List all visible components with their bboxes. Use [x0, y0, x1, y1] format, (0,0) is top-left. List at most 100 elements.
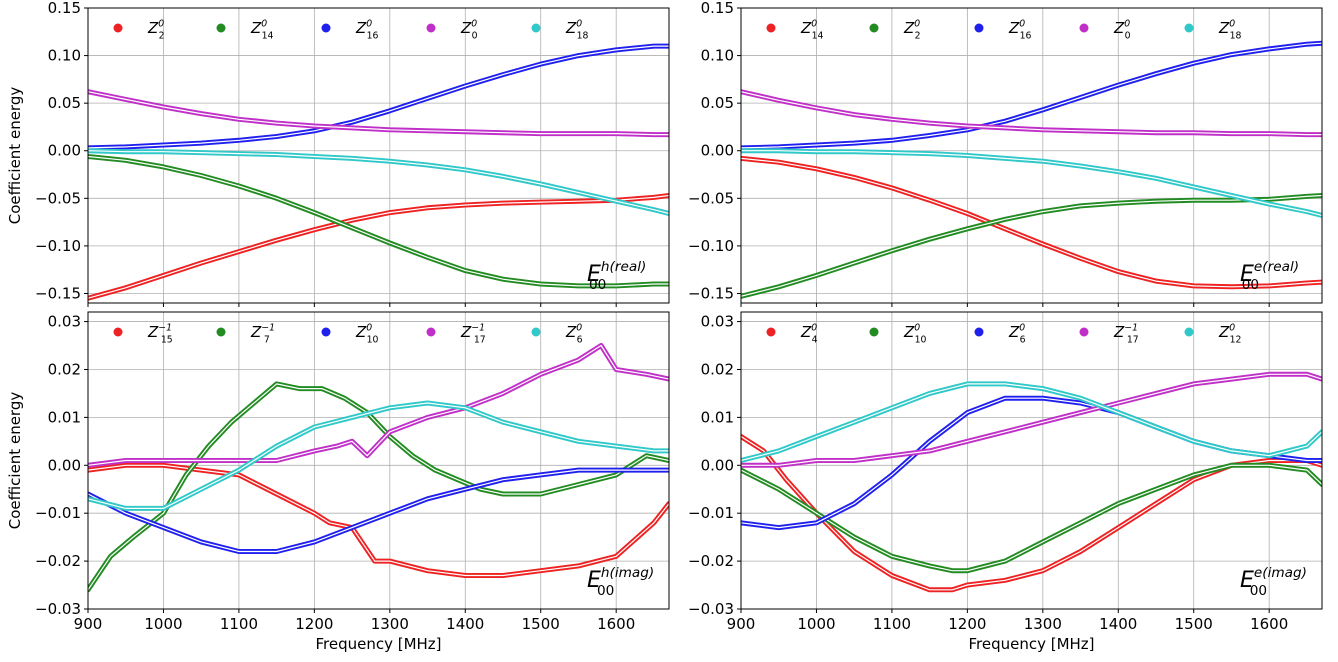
- y-tick-label: −0.10: [688, 237, 734, 255]
- y-tick-label: 0.01: [701, 408, 734, 426]
- series-line-center: [88, 344, 669, 466]
- plot-area: [88, 8, 669, 303]
- panel-himag: 900 1000 1100 1200 1300 1400 1500 1600 −0.03 −0.0…: [6, 311, 670, 653]
- legend-label: Z0 14: [250, 18, 274, 41]
- legend-marker: [321, 23, 331, 33]
- series-line-center: [741, 464, 1322, 572]
- legend-label: Z0 2: [147, 18, 165, 41]
- legend-label: Z0 12: [1218, 322, 1241, 345]
- legend-label: Z0 16: [1008, 18, 1032, 41]
- legend-marker: [216, 327, 226, 337]
- legend-label: Z0 6: [565, 322, 583, 345]
- y-tick-label: 0.15: [701, 0, 734, 17]
- legend-label: Z−1 7: [250, 322, 275, 345]
- series-4: [88, 400, 669, 511]
- panel-corner-label: Eh(real) 00: [587, 259, 646, 293]
- x-tick-label: 1500: [1175, 615, 1213, 633]
- y-tick-label: 0.10: [48, 47, 81, 65]
- series-line-center: [88, 194, 669, 299]
- series-line-center: [88, 155, 669, 287]
- x-tick-label: 900: [74, 615, 103, 633]
- y-tick-label: 0.03: [48, 313, 81, 331]
- series-line-center: [88, 45, 669, 149]
- series-4: [741, 381, 1322, 463]
- legend-marker: [974, 23, 984, 33]
- series-2: [88, 467, 669, 554]
- series-line-center: [88, 150, 669, 215]
- x-tick-label: 1100: [873, 615, 911, 633]
- legend: Z0 4 Z0 10 Z0 6 Z−1 17 Z0 12: [766, 322, 1241, 346]
- series-3: [741, 89, 1322, 138]
- x-tick-label: 1300: [1024, 615, 1062, 633]
- legend-label: Z0 16: [355, 18, 379, 41]
- legend-marker: [869, 23, 879, 33]
- y-tick-label: −0.02: [688, 552, 734, 570]
- legend-marker: [1079, 327, 1089, 337]
- legend-marker: [531, 327, 541, 337]
- axes-frame: [740, 311, 1323, 610]
- legend-label: Z0 18: [1218, 18, 1242, 41]
- y-tick-label: 0.00: [701, 456, 734, 474]
- legend-label: Z0 2: [903, 18, 921, 41]
- y-tick-label: −0.15: [35, 284, 81, 302]
- y-tick-label: 0.15: [48, 0, 81, 17]
- legend-label: Z0 10: [355, 322, 379, 345]
- x-tick-label: 1200: [948, 615, 986, 633]
- legend-marker: [531, 23, 541, 33]
- legend: Z0 14 Z0 2 Z0 16 Z0 0 Z0 18: [766, 18, 1242, 42]
- y-tick-label: 0.03: [701, 313, 734, 331]
- legend-marker: [1184, 327, 1194, 337]
- y-tick-label: −0.03: [688, 600, 734, 618]
- x-tick-label: 1300: [371, 615, 409, 633]
- y-tick-label: 0.00: [48, 142, 81, 160]
- y-tick-label: −0.03: [35, 600, 81, 618]
- x-tick-label: 1500: [522, 615, 560, 633]
- series-0: [88, 193, 669, 301]
- panel-hreal: −0.15 −0.10 −0.05 0.00 0.05 0.10 0.15 Coefficie…: [6, 0, 670, 307]
- series-3: [88, 89, 669, 138]
- y-axis-title: Coefficient energy: [6, 392, 24, 530]
- legend-marker: [1079, 23, 1089, 33]
- y-tick-label: 0.05: [48, 94, 81, 112]
- axes-frame: [87, 7, 670, 304]
- y-tick-label: 0.02: [48, 360, 81, 378]
- y-tick-label: 0.02: [701, 360, 734, 378]
- series-line-center: [741, 373, 1322, 466]
- panel-corner-label: Ee(imag) 00: [1240, 565, 1307, 599]
- x-tick-label: 1400: [446, 615, 484, 633]
- axes-frame: [87, 311, 670, 610]
- x-tick-label: 1400: [1099, 615, 1137, 633]
- y-tick-label: −0.15: [688, 284, 734, 302]
- legend-marker: [766, 327, 776, 337]
- legend-marker: [869, 327, 879, 337]
- y-tick-label: 0.00: [48, 456, 81, 474]
- x-tick-label: 1200: [295, 615, 333, 633]
- series-line-center: [741, 150, 1322, 217]
- panel-eimag: 900 1000 1100 1200 1300 1400 1500 1600 −0.03 −0.0…: [688, 311, 1323, 653]
- legend-label: Z0 18: [565, 18, 589, 41]
- legend-label: Z0 0: [1113, 18, 1131, 41]
- legend-marker: [426, 23, 436, 33]
- y-tick-label: −0.02: [35, 552, 81, 570]
- legend: Z−1 15 Z−1 7 Z0 10 Z−1 17 Z0 6: [113, 322, 583, 346]
- series-line-center: [88, 91, 669, 136]
- legend-label: Z−1 17: [1113, 322, 1139, 345]
- series-line-center: [741, 383, 1322, 462]
- series-0: [741, 155, 1322, 290]
- legend-marker: [321, 327, 331, 337]
- legend-marker: [426, 327, 436, 337]
- series-1: [88, 381, 669, 593]
- y-tick-label: −0.01: [35, 504, 81, 522]
- x-tick-label: 1000: [144, 615, 182, 633]
- y-tick-label: −0.01: [688, 504, 734, 522]
- series-4: [741, 148, 1322, 218]
- series-2: [88, 43, 669, 151]
- series-4: [88, 148, 669, 216]
- y-tick-label: 0.01: [48, 408, 81, 426]
- legend-label: Z0 0: [460, 18, 478, 41]
- series-1: [741, 462, 1322, 574]
- y-axis-title: Coefficient energy: [6, 87, 24, 225]
- x-tick-label: 1600: [597, 615, 635, 633]
- series-2: [741, 40, 1322, 151]
